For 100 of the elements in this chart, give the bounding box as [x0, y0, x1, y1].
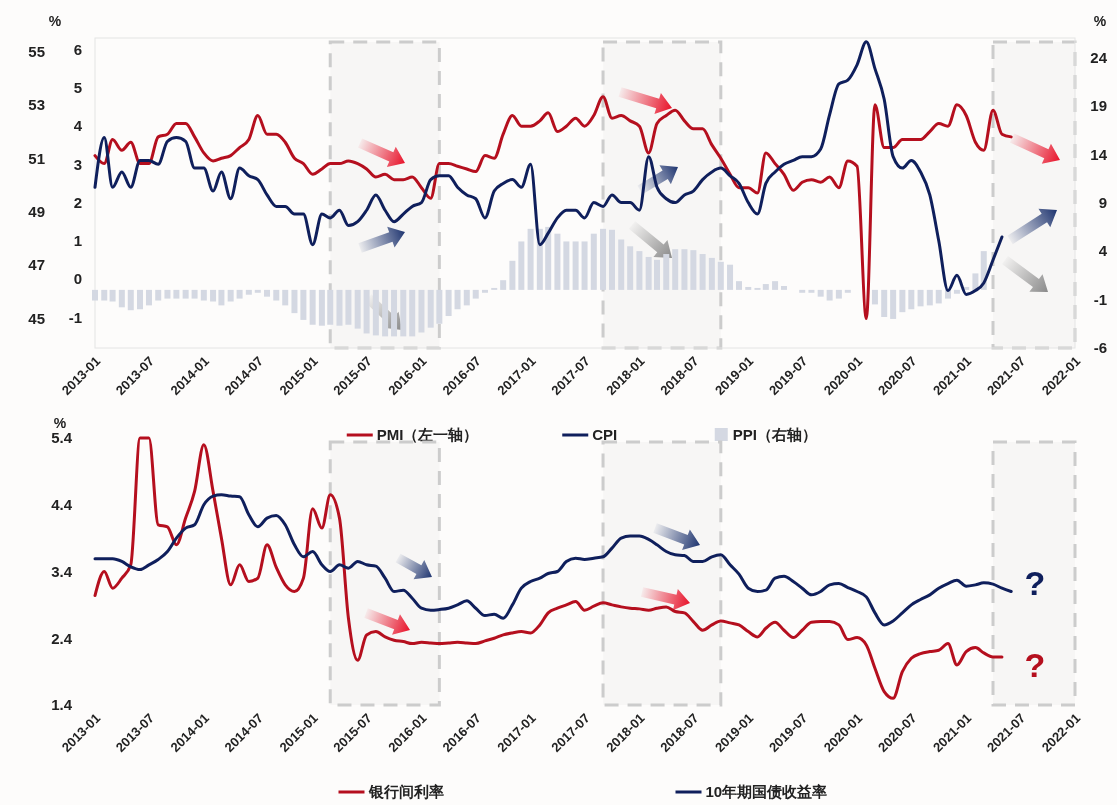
y-tick-label: 53 — [28, 96, 45, 114]
bar — [418, 289, 425, 333]
bar — [109, 289, 116, 302]
y-tick-label: 2.4 — [51, 629, 73, 647]
bar — [890, 289, 897, 319]
bar — [681, 249, 688, 290]
bar — [717, 261, 724, 290]
bar — [563, 241, 570, 290]
bar — [908, 289, 915, 310]
bar — [817, 289, 824, 297]
y3-tick-label: 6 — [73, 40, 82, 58]
bar — [654, 259, 660, 290]
bar — [762, 284, 769, 290]
legend-label: PMI（左一轴） — [376, 426, 479, 444]
bar — [572, 241, 579, 290]
y3-tick-label: -1 — [68, 308, 82, 326]
y-tick-label: 3.4 — [51, 562, 73, 580]
y-tick-label: 4.4 — [51, 496, 73, 513]
bar — [826, 289, 833, 301]
bar — [118, 289, 125, 308]
bar — [409, 289, 416, 337]
bar — [101, 289, 108, 301]
y3-tick-label: 4 — [73, 117, 83, 135]
bar — [345, 289, 352, 325]
bar — [672, 249, 679, 290]
y-tick-label: 49 — [28, 202, 45, 220]
bar — [236, 289, 243, 299]
bar — [608, 229, 615, 290]
bar — [926, 289, 933, 306]
y3-tick-label: 2 — [73, 193, 82, 211]
bar — [200, 289, 207, 301]
bar — [500, 280, 507, 290]
y-tick-label: 51 — [28, 149, 45, 167]
bar — [155, 289, 162, 301]
legend-label: CPI — [592, 426, 618, 444]
line-series — [93, 95, 1013, 321]
bar — [781, 286, 788, 290]
bar — [881, 289, 888, 317]
bar — [590, 233, 597, 290]
y3-tick-label: 1 — [73, 232, 82, 250]
bar — [391, 289, 398, 337]
y-tick-label: 1.4 — [51, 696, 73, 714]
y2-tick-label: 24 — [1090, 48, 1108, 66]
bar — [218, 289, 225, 306]
bar — [245, 289, 252, 295]
bar — [745, 286, 752, 290]
line-series — [93, 40, 1004, 296]
y3-tick-label: 5 — [73, 79, 82, 96]
legend-label: 银行间利率 — [367, 783, 444, 801]
bar — [354, 289, 361, 329]
bar — [264, 289, 271, 297]
y-tick-label: 5.4 — [51, 429, 73, 447]
bar — [182, 289, 189, 299]
bar — [835, 289, 842, 299]
legend-label: 10年期国债收益率 — [705, 783, 828, 801]
y2-tick-label: 14 — [1090, 145, 1108, 163]
bar — [436, 289, 443, 324]
y2-tick-label: -1 — [1093, 290, 1107, 308]
bar — [92, 289, 98, 301]
y2-tick-label: 19 — [1090, 97, 1107, 115]
bar — [618, 239, 625, 290]
bar — [600, 228, 607, 290]
bar — [699, 254, 706, 290]
y3-tick-label: 3 — [73, 155, 82, 173]
bar — [227, 289, 234, 302]
bar — [627, 246, 634, 290]
bar — [273, 289, 280, 301]
bar — [254, 289, 261, 293]
bar — [735, 281, 742, 290]
bar — [363, 289, 370, 334]
annotation: ? — [1024, 564, 1046, 603]
bar — [972, 273, 979, 290]
annotation: ? — [1024, 645, 1046, 684]
bar — [318, 289, 325, 326]
bar — [145, 289, 152, 306]
bar — [336, 289, 343, 326]
bar — [445, 289, 452, 317]
bar — [291, 289, 298, 314]
bar — [727, 264, 734, 290]
bar — [871, 289, 878, 305]
bar — [799, 289, 806, 293]
bar — [427, 289, 434, 328]
bar — [554, 233, 561, 290]
bar — [636, 251, 643, 290]
y2-tick-label: 9 — [1098, 193, 1107, 211]
bar — [300, 289, 307, 320]
legend-label: PPI（右轴） — [732, 426, 817, 444]
bar — [282, 289, 289, 306]
bar — [663, 254, 670, 290]
bar — [137, 289, 144, 310]
y3-tick-label: 0 — [73, 270, 82, 288]
bar — [454, 289, 461, 310]
bar — [899, 289, 906, 313]
bar — [808, 289, 815, 293]
bar — [127, 289, 134, 311]
y2-tick-label: 4 — [1098, 242, 1108, 260]
bar — [844, 289, 851, 293]
bar — [481, 289, 488, 293]
bar — [327, 289, 334, 325]
bar — [164, 289, 171, 299]
